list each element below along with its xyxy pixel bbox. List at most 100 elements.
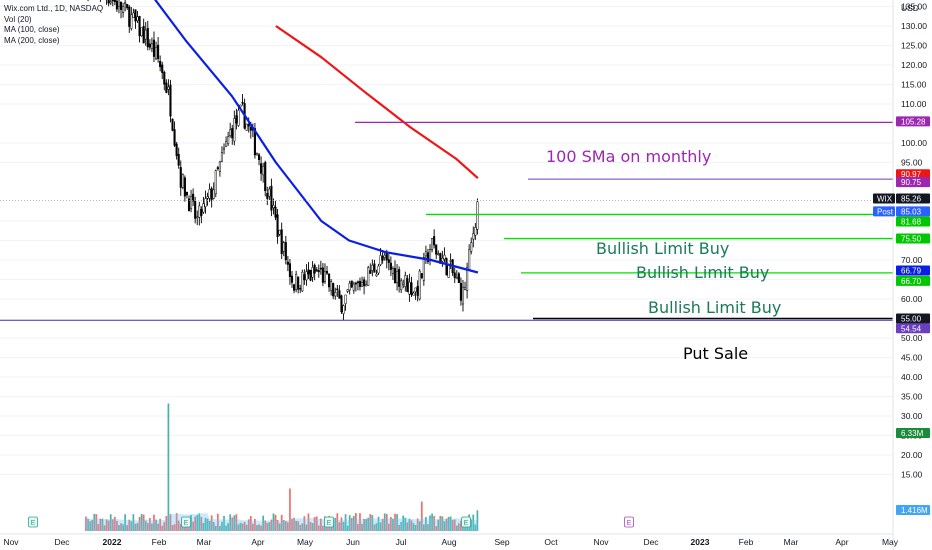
candle-body bbox=[295, 273, 298, 290]
volume-bar bbox=[451, 519, 454, 531]
volume-bar bbox=[383, 513, 386, 531]
volume-bar bbox=[396, 514, 398, 531]
candle-body bbox=[441, 257, 444, 262]
candle-body bbox=[247, 124, 250, 127]
candle-body bbox=[420, 273, 423, 278]
candle-body bbox=[344, 294, 347, 304]
volume-bar bbox=[433, 516, 435, 531]
candle-body bbox=[194, 200, 197, 219]
candle-body bbox=[220, 152, 224, 162]
volume-bar bbox=[392, 518, 394, 531]
candle-body bbox=[144, 29, 147, 40]
price-tag-label: 1.416M bbox=[901, 506, 928, 515]
volume-bar bbox=[113, 516, 116, 531]
volume-bar bbox=[348, 515, 351, 531]
volume-bar bbox=[198, 513, 201, 531]
volume-bar bbox=[221, 521, 223, 531]
price-tag-prefix bbox=[873, 206, 895, 217]
volume-bar bbox=[390, 517, 392, 531]
candle-body bbox=[330, 281, 333, 291]
candle-body bbox=[229, 129, 232, 136]
volume-bar bbox=[241, 523, 244, 531]
candle-body bbox=[435, 244, 438, 255]
volume-bar bbox=[179, 524, 182, 531]
volume-bar bbox=[105, 519, 108, 531]
candle-body bbox=[453, 272, 456, 278]
volume-bar bbox=[247, 519, 250, 531]
x-tick-label: Dec bbox=[643, 537, 659, 547]
volume-bar bbox=[192, 521, 194, 531]
candle-body bbox=[301, 271, 304, 292]
volume-bar bbox=[317, 525, 320, 531]
candle-body bbox=[445, 258, 448, 276]
candle-body bbox=[134, 9, 137, 22]
candle-body bbox=[142, 26, 145, 44]
volume-bar bbox=[385, 514, 388, 531]
candle-body bbox=[282, 242, 285, 252]
volume-bar bbox=[134, 523, 137, 531]
price-tag-label: 85.03 bbox=[901, 207, 922, 216]
volume-bar bbox=[301, 523, 304, 531]
volume-bar bbox=[284, 521, 287, 531]
candle-body bbox=[342, 305, 345, 314]
candle-body bbox=[476, 201, 479, 230]
volume-bar bbox=[243, 521, 246, 531]
candle-body bbox=[179, 167, 182, 188]
price-tag bbox=[896, 323, 930, 334]
volume-bar bbox=[249, 516, 252, 531]
price-tag bbox=[896, 116, 930, 127]
earnings-marker-letter: E bbox=[327, 520, 332, 527]
candle-body bbox=[325, 270, 329, 274]
candle-body bbox=[132, 12, 135, 18]
volume-bar bbox=[476, 510, 479, 531]
candle-body bbox=[165, 82, 168, 93]
volume-bar bbox=[443, 521, 446, 531]
candle-body bbox=[200, 209, 203, 216]
volume-bar bbox=[398, 524, 400, 531]
annotation-3: Bullish Limit Buy bbox=[636, 263, 769, 282]
price-tag bbox=[896, 193, 930, 204]
volume-bar bbox=[379, 522, 382, 531]
candle-body bbox=[212, 189, 215, 199]
candle-body bbox=[389, 262, 392, 270]
y-tick-label: 95.00 bbox=[901, 158, 923, 168]
volume-bar bbox=[373, 524, 376, 531]
volume-bar bbox=[431, 513, 433, 531]
candle-body bbox=[315, 269, 318, 272]
volume-bar bbox=[153, 514, 155, 531]
candle-body bbox=[367, 267, 370, 286]
volume-bar bbox=[474, 524, 477, 531]
volume-bar bbox=[142, 514, 145, 531]
candle-body bbox=[303, 274, 306, 281]
volume-bar bbox=[173, 524, 176, 531]
ma100-line bbox=[153, 0, 479, 274]
candle-body bbox=[233, 118, 236, 142]
candle-body bbox=[169, 84, 172, 117]
volume-bar bbox=[136, 523, 139, 531]
candle-body bbox=[400, 280, 403, 291]
candle-body bbox=[268, 188, 271, 197]
volume-bar bbox=[367, 517, 370, 531]
candle-body bbox=[463, 286, 467, 290]
volume-bar bbox=[319, 518, 322, 531]
x-tick-label: Jul bbox=[396, 537, 407, 547]
volume-bar bbox=[278, 523, 281, 531]
candle-body bbox=[371, 264, 374, 271]
x-tick-label: Apr bbox=[835, 537, 848, 547]
price-tag-prefix bbox=[873, 193, 895, 204]
volume-bar bbox=[258, 524, 260, 531]
candle-body bbox=[124, 2, 127, 5]
volume-bar bbox=[85, 516, 87, 531]
volume-bar bbox=[132, 514, 135, 531]
volume-bar bbox=[237, 524, 240, 531]
candle-body bbox=[253, 128, 256, 156]
candle-body bbox=[208, 188, 211, 199]
price-tag-label: 90.75 bbox=[901, 178, 922, 187]
y-tick-label: 130.00 bbox=[901, 21, 927, 31]
candle-body bbox=[369, 270, 372, 274]
candle-body bbox=[272, 205, 275, 209]
volume-bar bbox=[194, 516, 197, 531]
x-tick-label: May bbox=[882, 537, 899, 547]
volume-bar bbox=[352, 516, 355, 531]
